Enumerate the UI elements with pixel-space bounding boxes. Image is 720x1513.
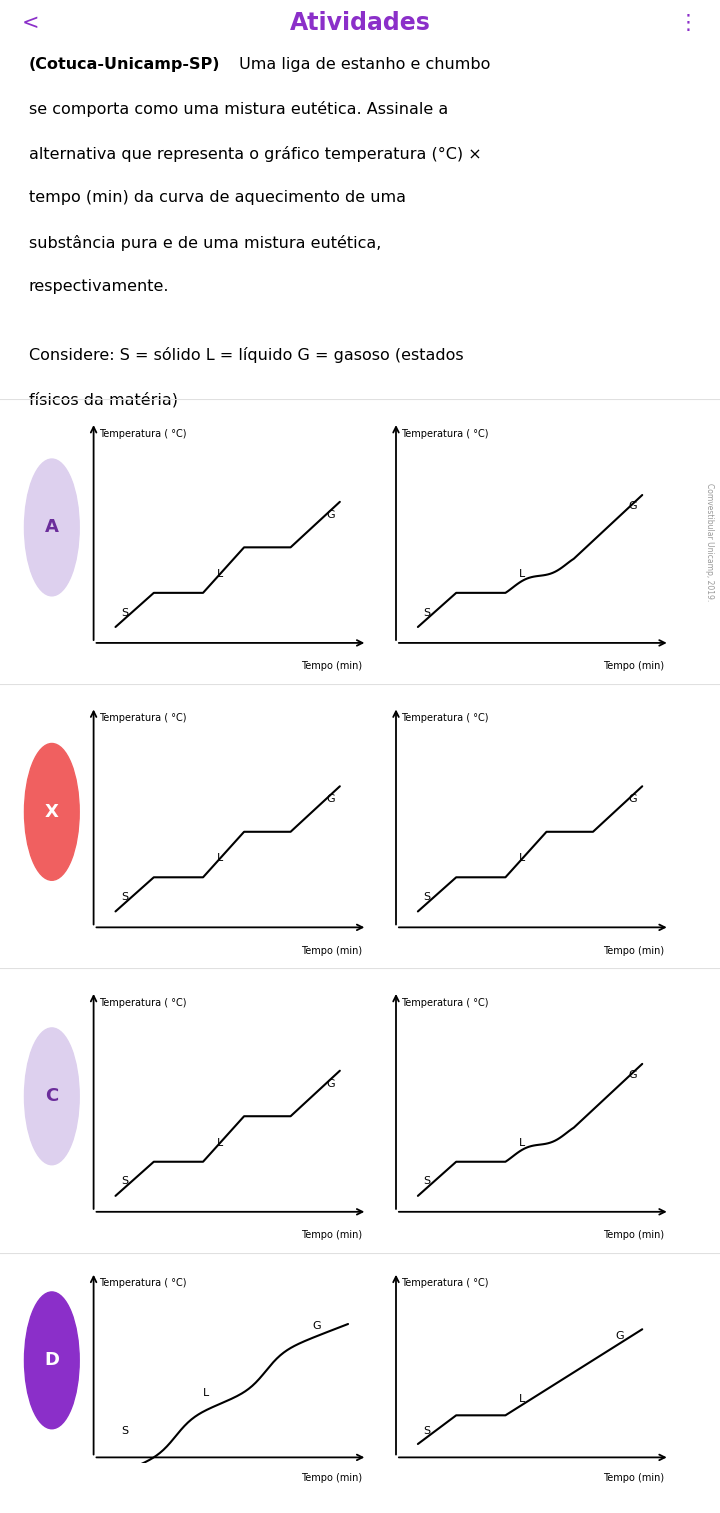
Text: L: L [519, 1393, 526, 1404]
Text: S: S [423, 893, 431, 902]
Text: D: D [45, 1351, 59, 1369]
Text: S: S [423, 1427, 431, 1436]
Text: X: X [45, 803, 59, 822]
Text: alternativa que representa o gráfico temperatura (°C) ×: alternativa que representa o gráfico tem… [29, 145, 482, 162]
Text: L: L [519, 569, 526, 579]
Text: tempo (min) da curva de aquecimento de uma: tempo (min) da curva de aquecimento de u… [29, 191, 406, 206]
Text: G: G [629, 501, 637, 511]
Text: Tempo (min): Tempo (min) [301, 1230, 361, 1241]
Text: Tempo (min): Tempo (min) [301, 661, 361, 672]
Text: Temperatura ( °C): Temperatura ( °C) [99, 999, 186, 1008]
Text: Atividades: Atividades [289, 12, 431, 35]
Text: L: L [217, 853, 223, 864]
Text: L: L [217, 569, 223, 579]
Text: Tempo (min): Tempo (min) [603, 1230, 664, 1241]
Text: Temperatura ( °C): Temperatura ( °C) [99, 430, 186, 439]
Text: Temperatura ( °C): Temperatura ( °C) [402, 714, 489, 723]
Text: Temperatura ( °C): Temperatura ( °C) [402, 1277, 489, 1288]
Text: G: G [615, 1331, 624, 1341]
Text: respectivamente.: respectivamente. [29, 280, 169, 295]
Text: S: S [121, 1177, 128, 1186]
Text: Temperatura ( °C): Temperatura ( °C) [402, 999, 489, 1008]
Text: A: A [45, 519, 59, 537]
Text: Comvestibular Unicamp, 2019.: Comvestibular Unicamp, 2019. [705, 483, 714, 601]
Text: Tempo (min): Tempo (min) [603, 661, 664, 672]
Text: Tempo (min): Tempo (min) [301, 1472, 361, 1483]
Text: Tempo (min): Tempo (min) [603, 946, 664, 956]
Text: S: S [121, 608, 128, 617]
Text: G: G [326, 794, 335, 805]
Text: L: L [519, 853, 526, 864]
Text: se comporta como uma mistura eutética. Assinale a: se comporta como uma mistura eutética. A… [29, 101, 448, 118]
Text: Uma liga de estanho e chumbo: Uma liga de estanho e chumbo [234, 57, 490, 71]
Text: (Cotuca-Unicamp-SP): (Cotuca-Unicamp-SP) [29, 57, 220, 71]
Text: C: C [45, 1088, 58, 1106]
Text: Temperatura ( °C): Temperatura ( °C) [402, 430, 489, 439]
Text: G: G [312, 1321, 321, 1331]
Text: S: S [423, 608, 431, 617]
Text: Temperatura ( °C): Temperatura ( °C) [99, 1277, 186, 1288]
Text: <: < [22, 14, 39, 33]
Text: S: S [121, 893, 128, 902]
Text: L: L [217, 1138, 223, 1148]
Text: G: G [326, 510, 335, 520]
Text: L: L [203, 1389, 210, 1398]
Text: S: S [121, 1427, 128, 1436]
Text: substância pura e de uma mistura eutética,: substância pura e de uma mistura eutétic… [29, 235, 381, 251]
Text: G: G [629, 794, 637, 805]
Text: ⋮: ⋮ [678, 14, 698, 33]
Text: Considere: S = sólido L = líquido G = gasoso (estados: Considere: S = sólido L = líquido G = ga… [29, 346, 464, 363]
Text: Temperatura ( °C): Temperatura ( °C) [99, 714, 186, 723]
Text: G: G [629, 1070, 637, 1080]
Text: G: G [326, 1079, 335, 1089]
Text: Tempo (min): Tempo (min) [603, 1472, 664, 1483]
Text: físicos da matéria): físicos da matéria) [29, 392, 178, 407]
Text: L: L [519, 1138, 526, 1148]
Text: S: S [423, 1177, 431, 1186]
Text: Tempo (min): Tempo (min) [301, 946, 361, 956]
